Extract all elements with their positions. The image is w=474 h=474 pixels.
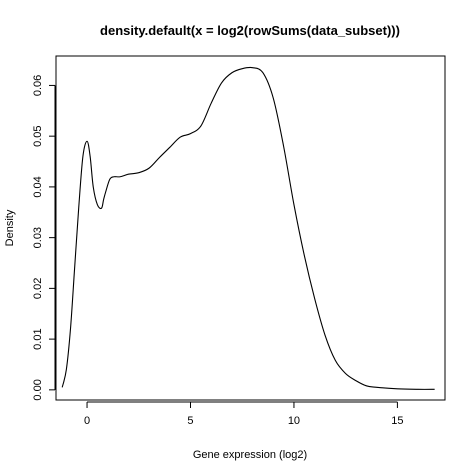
plot-frame [55,55,446,401]
y-tick-label: 0.04 [32,176,44,197]
y-tick-label: 0.06 [32,75,44,96]
y-tick-label: 0.01 [32,328,44,349]
x-tick-label: 10 [288,415,300,427]
y-tick-label: 0.02 [32,278,44,299]
x-tick-label: 0 [84,415,90,427]
x-tick-label: 15 [391,415,403,427]
y-axis: 0.00 0.01 0.02 0.03 0.04 0.05 0.06 [32,75,56,401]
chart-title: density.default(x = log2(rowSums(data_su… [100,23,400,38]
x-tick-label: 5 [187,415,193,427]
x-axis-label: Gene expression (log2) [193,449,307,461]
y-tick-label: 0.05 [32,125,44,146]
x-axis: 0 5 10 15 [84,401,404,427]
y-axis-label: Density [4,209,16,246]
density-line [61,66,435,390]
y-tick-label: 0.03 [32,227,44,248]
y-tick-label: 0.00 [32,379,44,400]
